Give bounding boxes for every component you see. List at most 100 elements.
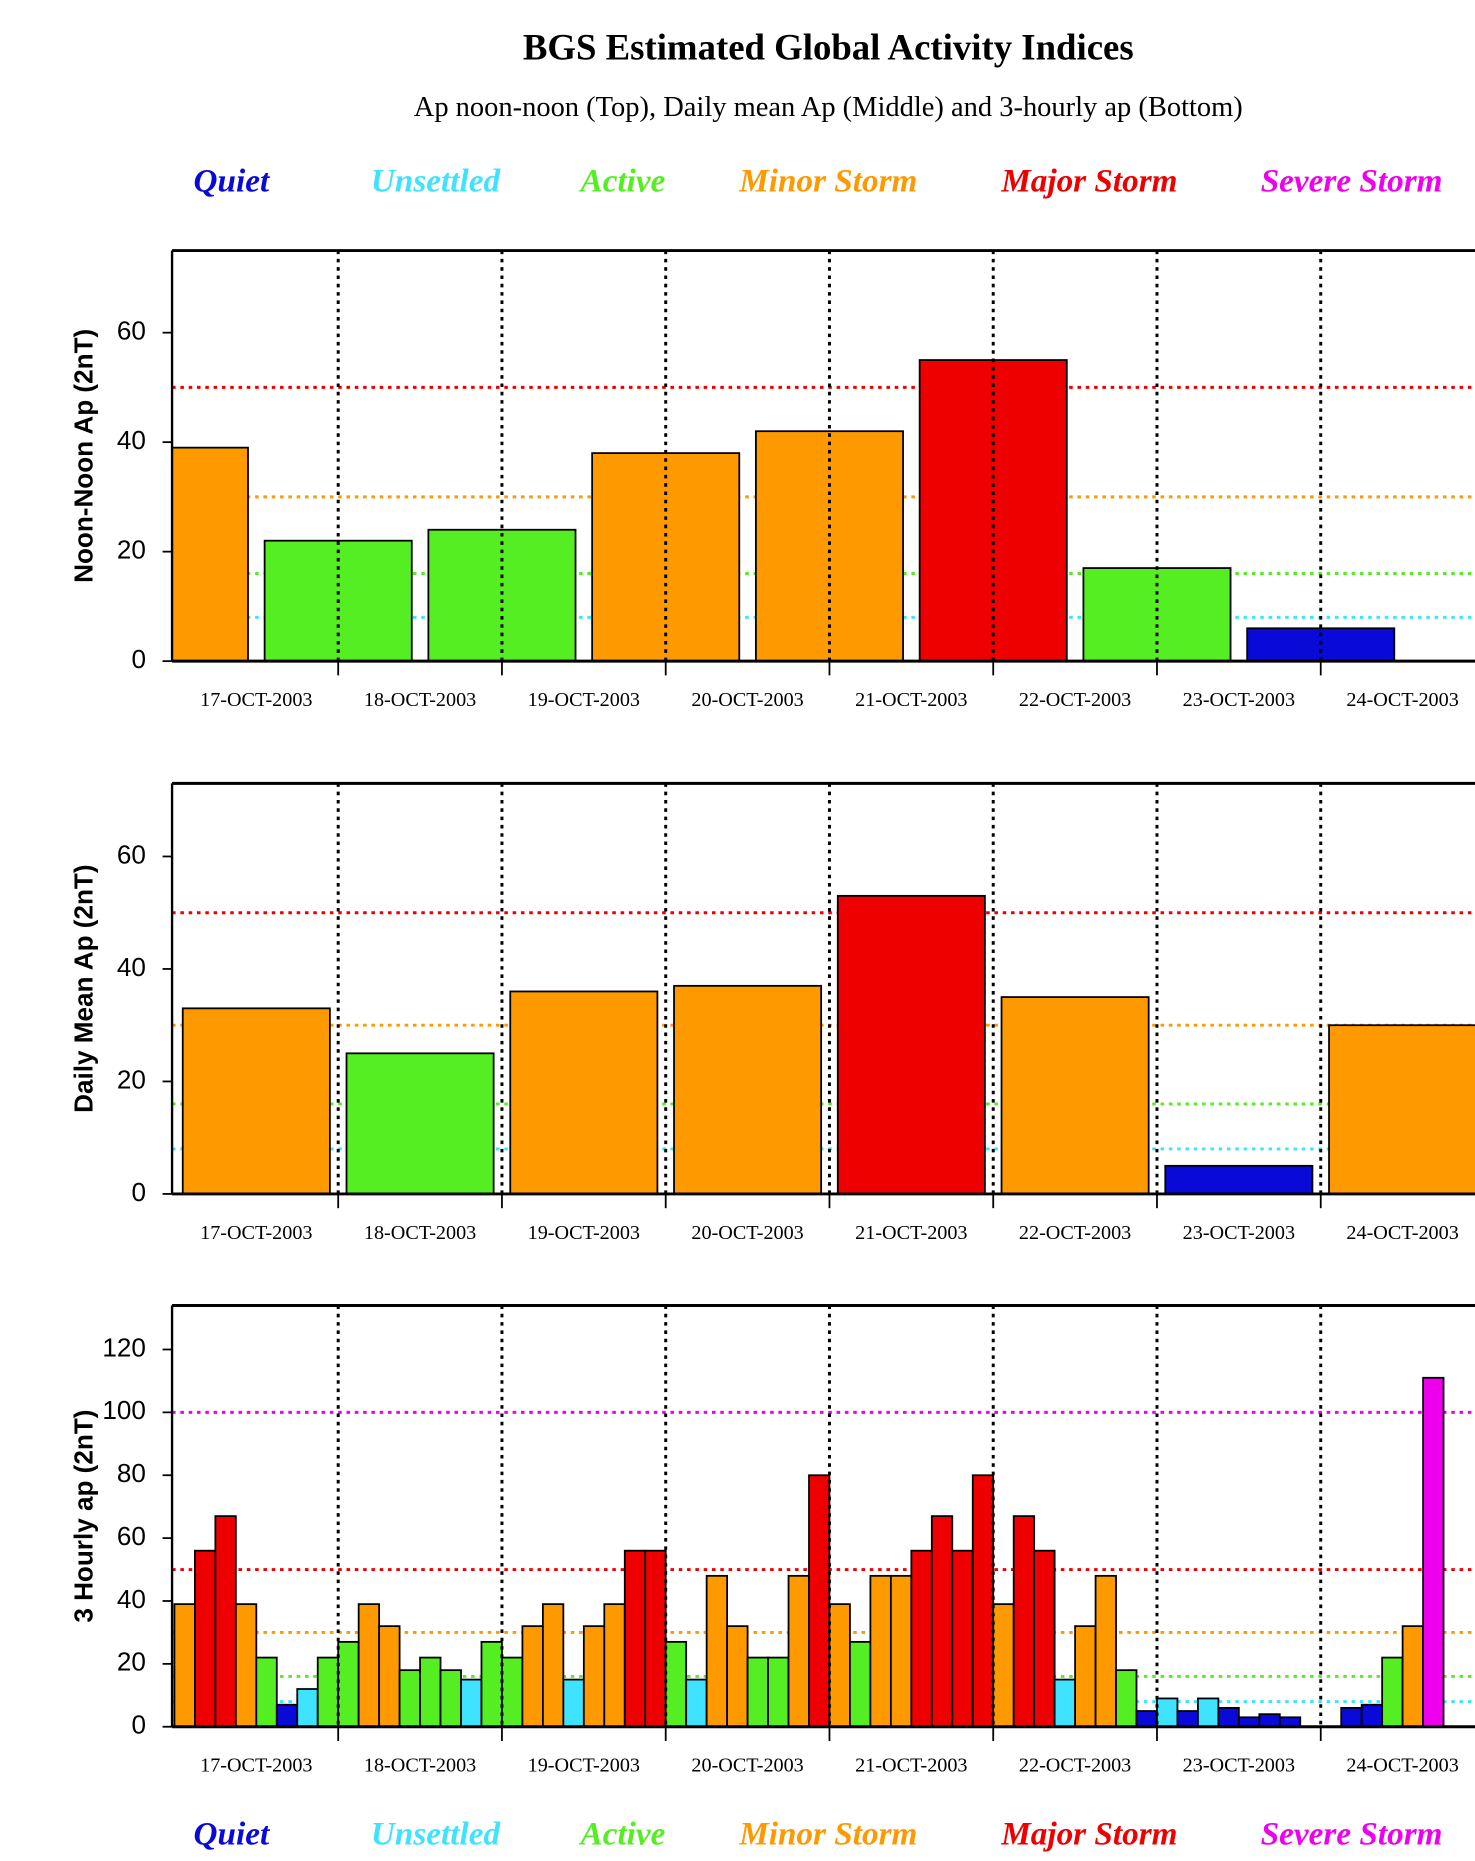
- legend-label: Active: [579, 1816, 666, 1853]
- x-tick-label: 19-OCT-2003: [528, 1755, 640, 1777]
- y-tick-label: 60: [117, 1521, 146, 1551]
- bar: [685, 1678, 708, 1728]
- bar: [849, 1640, 872, 1728]
- bar: [1012, 1515, 1036, 1728]
- x-tick-label: 21-OCT-2003: [855, 1755, 967, 1777]
- legend-label: Severe Storm: [1261, 1816, 1443, 1853]
- bar: [1258, 1713, 1281, 1728]
- bar: [705, 1574, 729, 1728]
- bar: [234, 1603, 258, 1728]
- bar: [542, 1603, 565, 1728]
- bar: [1074, 1625, 1097, 1728]
- legend-label: Unsettled: [371, 163, 502, 200]
- x-tick-label: 24-OCT-2003: [1346, 1755, 1458, 1777]
- bar: [181, 1007, 331, 1195]
- x-tick-label: 20-OCT-2003: [691, 1222, 803, 1244]
- x-tick-label: 19-OCT-2003: [528, 689, 640, 711]
- chart-subtitle: Ap noon-noon (Top), Daily mean Ap (Middl…: [414, 92, 1243, 123]
- bar: [501, 1656, 524, 1728]
- chart-title: BGS Estimated Global Activity Indices: [523, 27, 1134, 68]
- bar: [930, 1515, 954, 1728]
- bar: [1135, 1710, 1158, 1728]
- bar: [439, 1669, 462, 1728]
- x-tick-label: 18-OCT-2003: [364, 1755, 476, 1777]
- x-tick-label: 23-OCT-2003: [1183, 1222, 1295, 1244]
- bar: [1164, 1164, 1314, 1195]
- y-tick-label: 120: [102, 1332, 146, 1362]
- x-tick-label: 20-OCT-2003: [691, 689, 803, 711]
- bar: [664, 1640, 688, 1728]
- bar: [1176, 1710, 1199, 1728]
- legend-label: Quiet: [194, 163, 271, 200]
- legend-label: Major Storm: [1000, 163, 1177, 200]
- y-tick-label: 80: [117, 1458, 146, 1488]
- y-axis-label: Noon-Noon Ap (2nT): [68, 329, 98, 583]
- bar: [992, 1603, 1015, 1728]
- x-tick-label: 19-OCT-2003: [528, 1222, 640, 1244]
- bar: [255, 1656, 278, 1728]
- bar: [194, 1549, 217, 1728]
- bar: [623, 1549, 647, 1728]
- bar: [1360, 1703, 1384, 1728]
- x-tick-label: 21-OCT-2003: [855, 689, 967, 711]
- bar: [521, 1625, 544, 1728]
- x-tick-label: 22-OCT-2003: [1019, 689, 1131, 711]
- bar: [889, 1574, 913, 1728]
- bar: [509, 990, 659, 1195]
- bar: [1082, 567, 1232, 663]
- y-tick-label: 20: [117, 1064, 146, 1094]
- y-axis-label: Daily Mean Ap (2nT): [68, 864, 98, 1112]
- bar: [357, 1603, 381, 1728]
- bar: [1156, 1697, 1179, 1728]
- y-tick-label: 60: [117, 316, 146, 346]
- bar: [673, 984, 823, 1195]
- bar: [398, 1669, 421, 1728]
- bar: [296, 1688, 319, 1728]
- plot-area: [172, 783, 1475, 1209]
- x-tick-label: 22-OCT-2003: [1019, 1222, 1131, 1244]
- bar: [644, 1549, 667, 1728]
- bar: [726, 1625, 749, 1728]
- x-tick-label: 23-OCT-2003: [1183, 689, 1295, 711]
- bar: [316, 1656, 340, 1728]
- bar: [214, 1515, 237, 1728]
- bar: [828, 1603, 851, 1728]
- x-tick-label: 21-OCT-2003: [855, 1222, 967, 1244]
- bar: [1000, 996, 1150, 1195]
- legend-label: Quiet: [194, 1816, 271, 1853]
- bar: [378, 1625, 401, 1728]
- bar: [1115, 1669, 1138, 1728]
- x-tick-label: 17-OCT-2003: [200, 1222, 312, 1244]
- x-tick-label: 18-OCT-2003: [364, 1222, 476, 1244]
- bar: [337, 1640, 360, 1728]
- bar: [808, 1474, 831, 1728]
- y-tick-label: 20: [117, 535, 146, 565]
- y-tick-label: 0: [131, 1177, 146, 1207]
- bar: [1328, 1024, 1475, 1195]
- x-tick-label: 20-OCT-2003: [691, 1755, 803, 1777]
- legend-label: Severe Storm: [1261, 163, 1443, 200]
- bar: [1033, 1549, 1056, 1728]
- x-tick-label: 18-OCT-2003: [364, 689, 476, 711]
- y-tick-label: 40: [117, 952, 146, 982]
- bar: [787, 1574, 810, 1728]
- x-tick-label: 17-OCT-2003: [200, 689, 312, 711]
- bar: [1422, 1376, 1445, 1728]
- bar: [1381, 1656, 1404, 1728]
- y-tick-label: 60: [117, 839, 146, 869]
- bar: [971, 1474, 995, 1728]
- bar: [1094, 1574, 1117, 1728]
- bar: [836, 894, 986, 1195]
- bar: [746, 1656, 769, 1728]
- plot-area: [172, 250, 1475, 676]
- x-tick-label: 17-OCT-2003: [200, 1755, 312, 1777]
- bar: [172, 446, 249, 663]
- y-axis-label: 3 Hourly ap (2nT): [68, 1410, 98, 1623]
- legend-label: Active: [579, 163, 666, 200]
- bar: [767, 1656, 790, 1728]
- y-tick-label: 0: [131, 1710, 146, 1740]
- plot-area: [172, 1305, 1475, 1741]
- bar: [1053, 1678, 1076, 1728]
- legend-label: Minor Storm: [738, 163, 917, 200]
